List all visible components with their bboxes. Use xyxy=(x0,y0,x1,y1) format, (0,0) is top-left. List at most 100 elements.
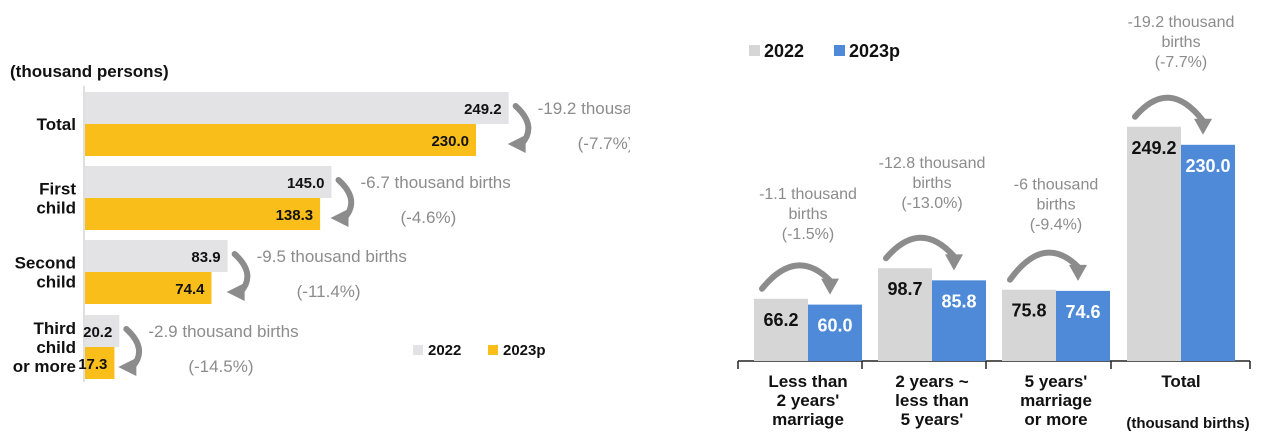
change-annotation: -2.9 thousand births xyxy=(148,322,298,341)
change-arrow-0 xyxy=(759,262,839,295)
legend-swatch-2023p xyxy=(834,45,845,56)
bar-2023p-1 xyxy=(85,198,321,230)
value-label-2023p-3: 17.3 xyxy=(78,356,107,373)
bar-2023p-0 xyxy=(808,304,862,361)
bar-2023p-0 xyxy=(85,124,476,156)
legend: 2022 2023p xyxy=(749,41,900,61)
bar-2023p-1 xyxy=(932,280,986,361)
percent-annotation: (-11.4%) xyxy=(297,282,361,301)
legend-label-2022: 2022 xyxy=(764,41,804,61)
value-label-2022-3: 20.2 xyxy=(83,324,112,341)
bar-2022-0 xyxy=(85,92,509,124)
bar-2023p-3 xyxy=(1181,144,1235,361)
change-annotation: (-13.0%) xyxy=(901,195,962,212)
category-label: marriage xyxy=(1020,391,1092,410)
legend-swatch-2022 xyxy=(749,45,760,56)
category-label: or more xyxy=(13,357,76,376)
change-annotation: -9.5 thousand births xyxy=(257,247,407,266)
change-arrow-0 xyxy=(507,103,532,153)
category-label: Third xyxy=(34,319,77,338)
category-label: Total xyxy=(1161,372,1200,391)
percent-annotation: (-7.7%) xyxy=(578,134,630,153)
change-arrow-0-head xyxy=(507,135,526,153)
legend-swatch-2022 xyxy=(413,345,423,355)
value-label-2022-2: 83.9 xyxy=(191,249,220,266)
change-annotation: births xyxy=(1036,197,1075,214)
change-arrow-2-head xyxy=(1069,264,1087,281)
category-label: or more xyxy=(1024,410,1087,429)
unit-label: (thousand births) xyxy=(1126,415,1249,432)
change-arrow-1-head xyxy=(330,209,349,227)
percent-annotation: (-14.5%) xyxy=(188,357,253,376)
category-label: child xyxy=(36,199,76,218)
bar-2022-3 xyxy=(85,315,120,347)
value-label-2022-1: 145.0 xyxy=(287,175,325,192)
value-label-2023p-1: 138.3 xyxy=(276,207,314,224)
change-annotation: -12.8 thousand xyxy=(879,155,986,172)
change-arrow-2 xyxy=(1007,249,1087,283)
change-annotation: (-1.5%) xyxy=(782,226,834,243)
bar-2022-1 xyxy=(878,268,932,361)
legend-label-2023p: 2023p xyxy=(503,342,546,359)
change-annotation: -6.7 thousand births xyxy=(361,173,511,192)
category-label: child xyxy=(36,338,76,357)
change-arrow-1-head xyxy=(945,254,963,271)
change-arrow-2 xyxy=(226,251,251,301)
change-arrow-3-head xyxy=(118,358,137,376)
change-arrow-3-curve xyxy=(1132,94,1206,124)
value-label-2023p-0: 60.0 xyxy=(817,316,852,336)
legend-swatch-2023p xyxy=(488,345,498,355)
value-label-2023p-0: 230.0 xyxy=(431,133,469,150)
value-label-2022-0: 66.2 xyxy=(763,310,798,330)
value-label-2022-3: 249.2 xyxy=(1131,138,1176,158)
left-horizontal-bar-chart: (thousand persons) Total 249.2 230.0 -19.2 t… xyxy=(10,62,630,382)
bar-2023p-2 xyxy=(85,272,212,304)
unit-label: (thousand persons) xyxy=(10,62,169,81)
change-arrow-2-head xyxy=(226,283,245,301)
category-label: child xyxy=(36,273,76,292)
category-label: marriage xyxy=(772,410,844,429)
change-arrow-1-curve xyxy=(883,234,957,262)
category-label: First xyxy=(39,180,76,199)
category-label: 5 years' xyxy=(1025,372,1088,391)
bar-2022-1 xyxy=(85,166,332,198)
legend-label-2023p: 2023p xyxy=(849,41,900,61)
change-annotation: births xyxy=(1161,34,1200,51)
value-label-2023p-2: 74.6 xyxy=(1065,302,1100,322)
change-arrow-0-curve xyxy=(759,262,833,292)
category-label: Total xyxy=(37,115,76,134)
bar-2022-0 xyxy=(754,298,808,361)
category-label: less than xyxy=(895,391,969,410)
bar-2022-2 xyxy=(1002,289,1056,361)
change-annotation: -6 thousand xyxy=(1014,177,1099,194)
bar-2023p-2 xyxy=(1056,290,1110,361)
category-label: Less than xyxy=(768,372,847,391)
change-annotation: births xyxy=(912,175,951,192)
value-label-2022-0: 249.2 xyxy=(464,101,502,118)
bar-2022-3 xyxy=(1127,126,1181,361)
change-annotation: (-7.7%) xyxy=(1155,54,1207,71)
change-annotation: -19.2 thousand births xyxy=(538,99,630,118)
value-label-2023p-3: 230.0 xyxy=(1185,156,1230,176)
category-label: 5 years' xyxy=(901,410,964,429)
value-label-2022-2: 75.8 xyxy=(1011,301,1046,321)
category-label: 2 years' xyxy=(777,391,840,410)
value-label-2022-1: 98.7 xyxy=(887,279,922,299)
legend-label-2022: 2022 xyxy=(428,342,461,359)
bar-2023p-3 xyxy=(85,347,115,379)
change-arrow-3 xyxy=(1132,94,1212,135)
change-arrow-3-head xyxy=(1194,118,1212,135)
change-arrow-1 xyxy=(330,177,355,227)
change-arrow-2-curve xyxy=(1007,249,1081,283)
change-annotation: -1.1 thousand xyxy=(759,186,857,203)
bar-2022-2 xyxy=(85,240,228,272)
change-annotation: births xyxy=(788,206,827,223)
change-arrow-3 xyxy=(118,326,142,376)
change-arrow-0-head xyxy=(821,278,839,295)
change-annotation: -19.2 thousand xyxy=(1128,14,1235,31)
legend: 2022 2023p xyxy=(413,342,546,359)
value-label-2023p-2: 74.4 xyxy=(175,281,205,298)
change-arrow-1 xyxy=(883,234,963,271)
